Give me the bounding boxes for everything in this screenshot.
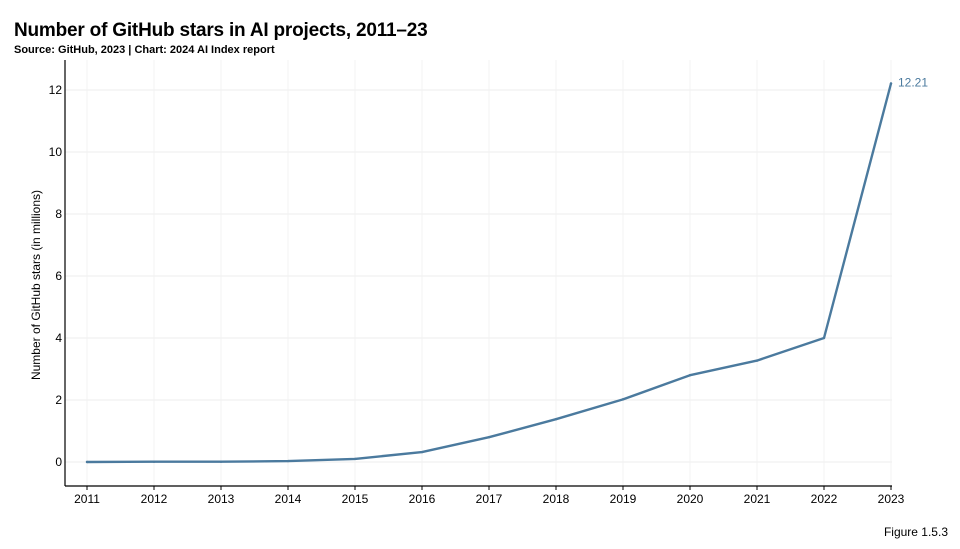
end-value-label: 12.21: [898, 75, 928, 89]
data-point: [152, 460, 156, 463]
data-point: [822, 336, 826, 340]
data-point: [286, 459, 290, 463]
y-axis-label: Number of GitHub stars (in millions): [29, 190, 43, 380]
x-tick-label: 2023: [878, 492, 905, 506]
y-tick-label: 6: [55, 269, 62, 283]
y-tick-label: 2: [55, 393, 62, 407]
x-tick-label: 2021: [744, 492, 771, 506]
x-tick-label: 2015: [342, 492, 369, 506]
data-point: [487, 436, 491, 439]
x-tick-label: 2011: [74, 492, 100, 506]
gridlines: [65, 60, 892, 486]
x-tick-label: 2013: [208, 492, 235, 506]
y-tick-label: 0: [55, 455, 62, 469]
data-point: [353, 457, 357, 461]
data-point: [755, 359, 759, 362]
x-tick-label: 2014: [275, 492, 302, 506]
y-tick-label: 8: [55, 207, 62, 221]
chart-source: Source: GitHub, 2023 | Chart: 2024 AI In…: [14, 44, 275, 56]
x-tick-label: 2017: [476, 492, 503, 506]
x-tick-label: 2019: [610, 492, 637, 506]
x-tick-label: 2018: [543, 492, 570, 506]
axes: [64, 60, 892, 490]
y-tick-label: 12: [49, 83, 63, 97]
data-point: [219, 460, 223, 463]
x-tick-label: 2016: [409, 492, 436, 506]
data-point: [420, 450, 424, 454]
x-tick-label: 2012: [141, 492, 168, 506]
data-point: [621, 398, 625, 401]
y-tick-label: 4: [55, 331, 62, 345]
tick-labels: 0 2 4 6 8 10 12 2011 2012 2013 2014 2015 2016 2017 201…: [49, 83, 905, 506]
data-point: [688, 374, 692, 377]
y-tick-label: 10: [49, 145, 63, 159]
figure-label: Figure 1.5.3: [883, 525, 948, 539]
chart-title: Number of GitHub stars in AI projects, 2…: [14, 20, 428, 41]
data-point: [554, 418, 558, 421]
data-point: [85, 460, 89, 464]
x-tick-label: 2020: [677, 492, 704, 506]
x-tick-label: 2022: [811, 492, 838, 506]
series: [85, 82, 893, 464]
data-point: [889, 82, 893, 85]
